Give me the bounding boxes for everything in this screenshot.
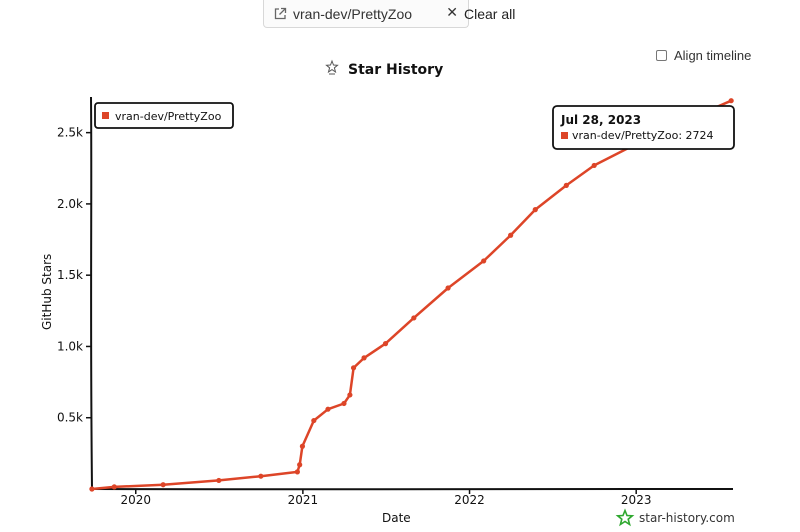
tooltip-swatch xyxy=(561,132,568,139)
chart-title: Star History xyxy=(325,59,443,78)
y-tick-label: 2.5k xyxy=(57,126,83,140)
series-point[interactable] xyxy=(382,341,389,347)
clear-all-button[interactable]: Clear all xyxy=(464,6,516,22)
series-point[interactable] xyxy=(350,365,357,371)
x-tick-label: 2022 xyxy=(454,493,485,507)
star-history-logo-icon xyxy=(325,59,339,75)
legend-swatch xyxy=(102,112,109,119)
series-point[interactable] xyxy=(216,477,222,484)
series-point[interactable] xyxy=(591,162,597,169)
remove-repo-icon[interactable]: ✕ xyxy=(446,5,458,21)
x-axis-line xyxy=(90,487,734,491)
x-tick-label: 2023 xyxy=(621,493,652,507)
y-tick-label: 0.5k xyxy=(57,411,83,425)
axes xyxy=(90,96,734,491)
series-point[interactable] xyxy=(160,482,166,488)
tooltip-value: 2724 xyxy=(686,129,714,142)
watermark: star-history.com xyxy=(615,508,735,527)
chart-title-text: Star History xyxy=(348,62,443,78)
series-point[interactable] xyxy=(294,469,300,475)
series-point[interactable] xyxy=(341,400,347,407)
tooltip-series-name: vran-dev/PrettyZoo xyxy=(572,129,679,142)
series-points xyxy=(89,98,734,492)
align-timeline-checkbox[interactable] xyxy=(656,50,667,61)
series-point[interactable] xyxy=(481,258,487,264)
series-line xyxy=(90,99,733,491)
y-axis-line xyxy=(90,96,93,490)
x-tick-label: 2021 xyxy=(288,493,319,507)
x-axis-ticks: 2020 2021 2022 2023 xyxy=(120,489,651,507)
series-point[interactable] xyxy=(411,315,417,321)
y-tick-label: 2.0k xyxy=(57,197,83,211)
series-point[interactable] xyxy=(311,417,317,424)
watermark-text: star-history.com xyxy=(639,511,735,525)
series-point[interactable] xyxy=(532,207,538,213)
repo-chip-label: vran-dev/PrettyZoo xyxy=(293,5,413,22)
y-tick-label: 1.0k xyxy=(57,339,83,353)
star-history-logo-icon-small xyxy=(615,508,635,527)
series-point[interactable] xyxy=(325,406,331,412)
series-point[interactable] xyxy=(89,486,95,492)
tooltip-value-line: vran-dev/PrettyZoo: 2724 xyxy=(572,129,714,142)
series-point[interactable] xyxy=(258,473,264,479)
x-tick-label: 2020 xyxy=(120,493,151,507)
legend: vran-dev/PrettyZoo xyxy=(94,102,234,129)
selected-repos-bar: vran-dev/PrettyZoo ✕ Clear all xyxy=(0,0,800,32)
series-point[interactable] xyxy=(361,355,367,361)
y-tick-label: 1.5k xyxy=(57,268,83,282)
tooltip-separator: : xyxy=(678,129,685,142)
y-axis-label: GitHub Stars xyxy=(40,254,54,330)
x-axis-label: Date xyxy=(382,511,411,525)
series-point[interactable] xyxy=(347,392,353,398)
legend-label: vran-dev/PrettyZoo xyxy=(115,110,222,123)
series-point[interactable] xyxy=(111,484,117,490)
series-point[interactable] xyxy=(297,462,303,468)
series-point[interactable] xyxy=(728,98,734,104)
tooltip: Jul 28, 2023 vran-dev/PrettyZoo: 2724 xyxy=(552,105,735,150)
series-point[interactable] xyxy=(445,285,451,291)
align-timeline-toggle[interactable]: Align timeline xyxy=(656,48,751,63)
align-timeline-label: Align timeline xyxy=(674,48,752,63)
tooltip-date: Jul 28, 2023 xyxy=(560,113,641,127)
external-link-icon[interactable] xyxy=(273,7,287,21)
series-point[interactable] xyxy=(299,443,306,449)
y-axis-ticks: 0.5k 1.0k 1.5k 2.0k 2.5k xyxy=(57,126,91,425)
series-point[interactable] xyxy=(508,232,514,238)
series-point[interactable] xyxy=(563,182,569,188)
repo-chip[interactable]: vran-dev/PrettyZoo ✕ xyxy=(263,0,469,28)
